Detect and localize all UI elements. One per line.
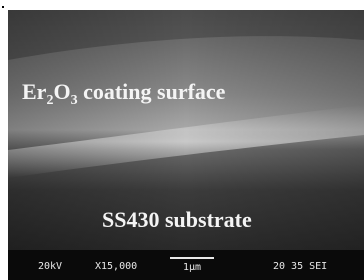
voltage: 20kV [38,261,62,272]
substrate-label: SS430 substrate [102,207,252,232]
scale-bar [170,257,214,259]
scale-label: 1μm [183,262,201,273]
label-subscript: 3 [71,93,78,108]
label-part: coating surface [78,79,226,104]
label-subscript: 2 [46,93,53,108]
magnification: X15,000 [95,261,137,272]
sem-image: Er2O3 coating surface SS430 substrate 20… [0,0,364,280]
label-part: O [53,79,70,104]
dot [2,6,4,8]
code: 20 35 SEI [273,261,327,272]
coating-label: Er2O3 coating surface [22,79,226,108]
label-part: Er [22,79,47,104]
